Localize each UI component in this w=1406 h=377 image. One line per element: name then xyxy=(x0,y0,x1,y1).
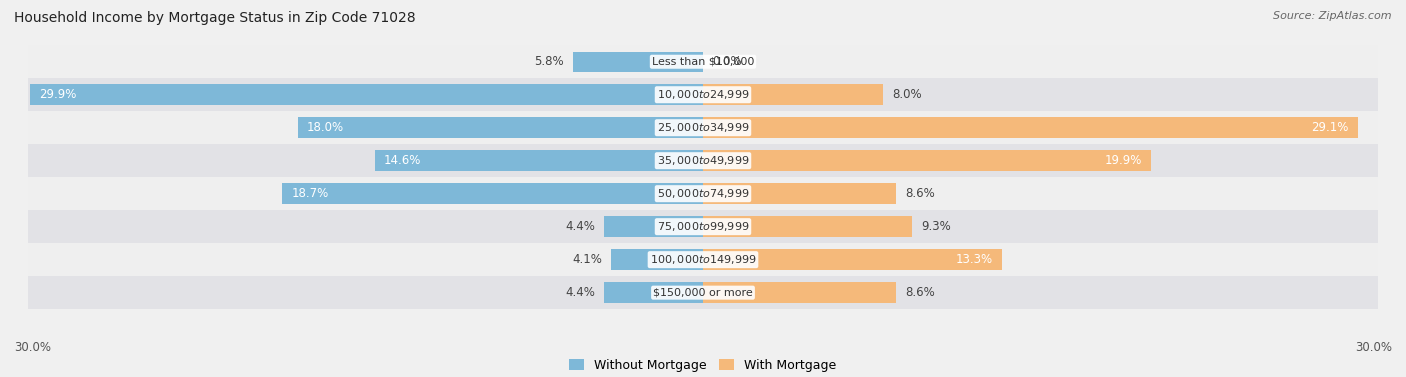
Bar xyxy=(28,111,1378,144)
Text: $75,000 to $99,999: $75,000 to $99,999 xyxy=(657,220,749,233)
Bar xyxy=(28,45,1378,78)
Text: 0.0%: 0.0% xyxy=(711,55,741,68)
Text: 18.7%: 18.7% xyxy=(291,187,329,200)
Bar xyxy=(28,177,1378,210)
Bar xyxy=(374,150,703,171)
Text: Less than $10,000: Less than $10,000 xyxy=(652,57,754,67)
Bar xyxy=(298,118,703,138)
Text: Source: ZipAtlas.com: Source: ZipAtlas.com xyxy=(1274,11,1392,21)
Text: 14.6%: 14.6% xyxy=(384,154,420,167)
Text: 8.0%: 8.0% xyxy=(891,88,921,101)
Bar xyxy=(28,144,1378,177)
Bar xyxy=(31,84,703,105)
Text: $10,000 to $24,999: $10,000 to $24,999 xyxy=(657,88,749,101)
Bar xyxy=(703,282,897,303)
Text: Household Income by Mortgage Status in Zip Code 71028: Household Income by Mortgage Status in Z… xyxy=(14,11,416,25)
Legend: Without Mortgage, With Mortgage: Without Mortgage, With Mortgage xyxy=(564,354,842,377)
Bar xyxy=(28,243,1378,276)
Text: 8.6%: 8.6% xyxy=(905,286,935,299)
Bar xyxy=(28,210,1378,243)
Text: 4.1%: 4.1% xyxy=(572,253,602,266)
Text: $100,000 to $149,999: $100,000 to $149,999 xyxy=(650,253,756,266)
Bar xyxy=(703,84,883,105)
Bar xyxy=(28,78,1378,111)
Text: $150,000 or more: $150,000 or more xyxy=(654,288,752,298)
Text: 29.9%: 29.9% xyxy=(39,88,77,101)
Bar xyxy=(703,250,1002,270)
Bar xyxy=(703,184,897,204)
Bar xyxy=(605,282,703,303)
Bar xyxy=(605,216,703,237)
Bar xyxy=(703,118,1358,138)
Text: 30.0%: 30.0% xyxy=(1355,342,1392,354)
Text: $25,000 to $34,999: $25,000 to $34,999 xyxy=(657,121,749,134)
Text: 8.6%: 8.6% xyxy=(905,187,935,200)
Text: 18.0%: 18.0% xyxy=(307,121,344,134)
Text: $35,000 to $49,999: $35,000 to $49,999 xyxy=(657,154,749,167)
Text: 9.3%: 9.3% xyxy=(921,220,950,233)
Text: 5.8%: 5.8% xyxy=(534,55,564,68)
Bar xyxy=(703,150,1150,171)
Text: $50,000 to $74,999: $50,000 to $74,999 xyxy=(657,187,749,200)
Bar xyxy=(283,184,703,204)
Text: 4.4%: 4.4% xyxy=(565,286,595,299)
Text: 19.9%: 19.9% xyxy=(1104,154,1142,167)
Bar xyxy=(610,250,703,270)
Text: 29.1%: 29.1% xyxy=(1312,121,1348,134)
Text: 13.3%: 13.3% xyxy=(956,253,993,266)
Bar xyxy=(572,52,703,72)
Bar xyxy=(703,216,912,237)
Bar xyxy=(28,276,1378,309)
Text: 30.0%: 30.0% xyxy=(14,342,51,354)
Text: 4.4%: 4.4% xyxy=(565,220,595,233)
